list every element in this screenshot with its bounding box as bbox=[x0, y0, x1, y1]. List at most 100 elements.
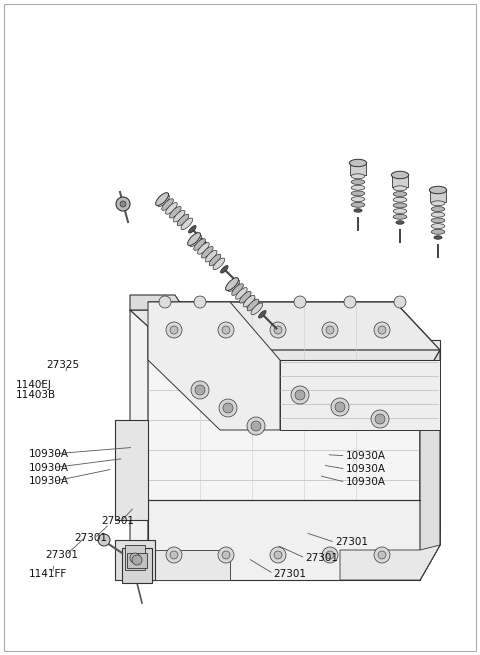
FancyBboxPatch shape bbox=[350, 162, 366, 176]
Ellipse shape bbox=[209, 254, 221, 266]
Circle shape bbox=[166, 322, 182, 338]
Text: 10930A: 10930A bbox=[346, 451, 385, 461]
Text: 11403B: 11403B bbox=[15, 390, 56, 400]
Circle shape bbox=[326, 326, 334, 334]
Ellipse shape bbox=[434, 236, 442, 239]
Circle shape bbox=[244, 296, 256, 308]
Circle shape bbox=[322, 547, 338, 563]
Ellipse shape bbox=[393, 203, 407, 208]
Text: 1141FF: 1141FF bbox=[29, 569, 67, 579]
Ellipse shape bbox=[169, 206, 181, 218]
Ellipse shape bbox=[351, 202, 365, 207]
Circle shape bbox=[219, 399, 237, 417]
Circle shape bbox=[322, 322, 338, 338]
Ellipse shape bbox=[431, 218, 445, 223]
Ellipse shape bbox=[351, 174, 365, 179]
Ellipse shape bbox=[189, 225, 196, 233]
Circle shape bbox=[331, 398, 349, 416]
Circle shape bbox=[394, 296, 406, 308]
Circle shape bbox=[98, 534, 110, 546]
Circle shape bbox=[222, 326, 230, 334]
Polygon shape bbox=[148, 500, 420, 580]
Circle shape bbox=[270, 547, 286, 563]
Ellipse shape bbox=[349, 159, 367, 167]
Ellipse shape bbox=[205, 250, 217, 262]
FancyBboxPatch shape bbox=[430, 189, 446, 202]
Circle shape bbox=[132, 555, 142, 565]
Polygon shape bbox=[148, 302, 280, 430]
Circle shape bbox=[291, 386, 309, 404]
Text: 1140EJ: 1140EJ bbox=[15, 380, 51, 390]
Polygon shape bbox=[148, 302, 440, 350]
Polygon shape bbox=[115, 540, 155, 580]
Circle shape bbox=[375, 414, 385, 424]
Ellipse shape bbox=[431, 201, 445, 206]
Polygon shape bbox=[130, 310, 235, 360]
Ellipse shape bbox=[213, 258, 225, 270]
Ellipse shape bbox=[259, 310, 266, 318]
Circle shape bbox=[378, 326, 386, 334]
Polygon shape bbox=[148, 550, 230, 580]
Ellipse shape bbox=[158, 195, 169, 206]
Ellipse shape bbox=[431, 223, 445, 229]
Circle shape bbox=[378, 551, 386, 559]
Polygon shape bbox=[415, 360, 440, 575]
Ellipse shape bbox=[351, 191, 365, 196]
Text: 27301: 27301 bbox=[274, 569, 307, 579]
Ellipse shape bbox=[198, 242, 209, 254]
Ellipse shape bbox=[391, 172, 408, 179]
Polygon shape bbox=[420, 350, 440, 580]
Circle shape bbox=[223, 403, 233, 413]
Ellipse shape bbox=[247, 299, 259, 311]
Ellipse shape bbox=[431, 212, 445, 217]
Ellipse shape bbox=[351, 179, 365, 185]
Ellipse shape bbox=[393, 214, 407, 219]
Ellipse shape bbox=[162, 198, 173, 210]
Text: 27301: 27301 bbox=[46, 550, 79, 561]
Circle shape bbox=[116, 197, 130, 211]
Ellipse shape bbox=[202, 246, 213, 258]
Text: 10930A: 10930A bbox=[29, 449, 69, 459]
Ellipse shape bbox=[431, 206, 445, 212]
Text: 27301: 27301 bbox=[101, 516, 134, 527]
Ellipse shape bbox=[396, 221, 404, 224]
Circle shape bbox=[247, 417, 265, 435]
FancyBboxPatch shape bbox=[392, 174, 408, 187]
Ellipse shape bbox=[228, 280, 240, 291]
Ellipse shape bbox=[188, 233, 201, 246]
Polygon shape bbox=[340, 545, 440, 580]
Circle shape bbox=[371, 410, 389, 428]
Ellipse shape bbox=[251, 303, 263, 314]
Ellipse shape bbox=[429, 186, 447, 194]
Circle shape bbox=[374, 322, 390, 338]
Polygon shape bbox=[235, 340, 440, 360]
Polygon shape bbox=[148, 302, 440, 580]
Polygon shape bbox=[115, 420, 148, 520]
Circle shape bbox=[120, 201, 126, 207]
Text: 27325: 27325 bbox=[47, 360, 80, 371]
Ellipse shape bbox=[354, 209, 362, 212]
Circle shape bbox=[222, 551, 230, 559]
Ellipse shape bbox=[393, 191, 407, 196]
Circle shape bbox=[159, 296, 171, 308]
Ellipse shape bbox=[181, 218, 192, 230]
Circle shape bbox=[170, 551, 178, 559]
Ellipse shape bbox=[393, 186, 407, 191]
Circle shape bbox=[191, 381, 209, 399]
Text: 10930A: 10930A bbox=[29, 462, 69, 473]
Ellipse shape bbox=[240, 291, 251, 303]
Ellipse shape bbox=[393, 197, 407, 202]
Ellipse shape bbox=[177, 214, 189, 226]
Circle shape bbox=[295, 390, 305, 400]
Circle shape bbox=[251, 421, 261, 431]
Circle shape bbox=[374, 547, 390, 563]
Polygon shape bbox=[130, 310, 440, 360]
Polygon shape bbox=[420, 350, 440, 580]
Text: 10930A: 10930A bbox=[29, 476, 69, 487]
Circle shape bbox=[195, 385, 205, 395]
Ellipse shape bbox=[226, 278, 239, 291]
Text: 27301: 27301 bbox=[335, 537, 368, 548]
Ellipse shape bbox=[393, 209, 407, 214]
Polygon shape bbox=[130, 295, 185, 310]
Text: 10930A: 10930A bbox=[346, 477, 385, 487]
